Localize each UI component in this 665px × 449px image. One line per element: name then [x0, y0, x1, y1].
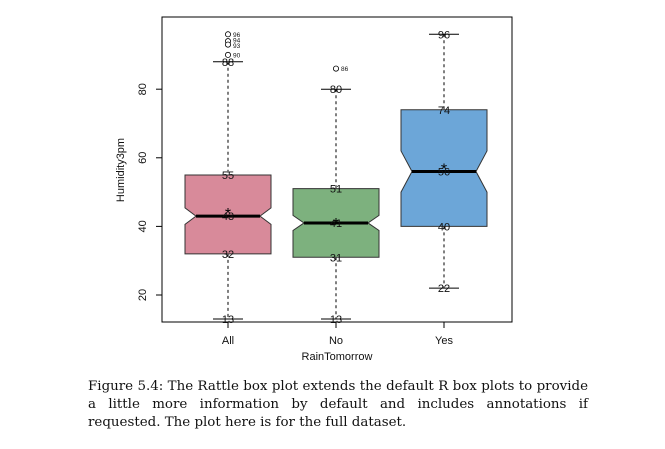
value-label: 13	[222, 314, 234, 326]
outlier-point	[224, 31, 231, 38]
mean-marker: *	[333, 216, 339, 233]
value-label: 32	[222, 249, 234, 261]
outlier-label: 93	[233, 43, 241, 50]
notched-box	[184, 174, 272, 255]
value-label: 88	[222, 57, 234, 69]
box-group-yes: * 96 74 56 40 22	[400, 29, 488, 295]
value-label: 56	[438, 167, 450, 179]
outlier-point	[332, 65, 339, 72]
value-label: 41	[330, 218, 342, 230]
x-axis-title: RainTomorrow	[302, 351, 373, 363]
value-label: 96	[438, 29, 450, 41]
value-label: 43	[222, 211, 234, 223]
mean-marker: *	[225, 206, 231, 223]
x-tick-label: No	[329, 335, 343, 347]
plot-frame	[161, 16, 513, 323]
outlier-label: 94	[233, 37, 241, 44]
outlier-label: 86	[341, 66, 349, 73]
box-group-no: * 80 51 41 31 13 86	[292, 65, 380, 326]
y-tick-label: 60	[137, 152, 149, 164]
value-label: 40	[438, 221, 450, 233]
y-axis-title: Humidity3pm	[115, 138, 127, 202]
value-label: 80	[330, 84, 342, 96]
y-tick-label: 20	[137, 289, 149, 301]
value-label: 22	[438, 283, 450, 295]
value-label: 51	[330, 184, 342, 196]
figure-caption: Figure 5.4: The Rattle box plot extends …	[88, 379, 588, 430]
y-tick-label: 40	[137, 220, 149, 232]
value-label: 31	[330, 252, 342, 264]
x-tick-label: All	[222, 335, 234, 347]
outlier-point	[224, 51, 231, 58]
y-tick-label: 80	[137, 83, 149, 95]
mean-marker: *	[441, 161, 447, 178]
value-label: 13	[330, 314, 342, 326]
value-label: 55	[222, 170, 234, 182]
outlier-point	[224, 41, 231, 48]
value-label: 74	[438, 105, 450, 117]
notched-box	[400, 109, 488, 227]
x-tick-label: Yes	[435, 335, 453, 347]
outlier-label: 90	[233, 52, 241, 59]
outlier-label: 96	[233, 32, 241, 39]
